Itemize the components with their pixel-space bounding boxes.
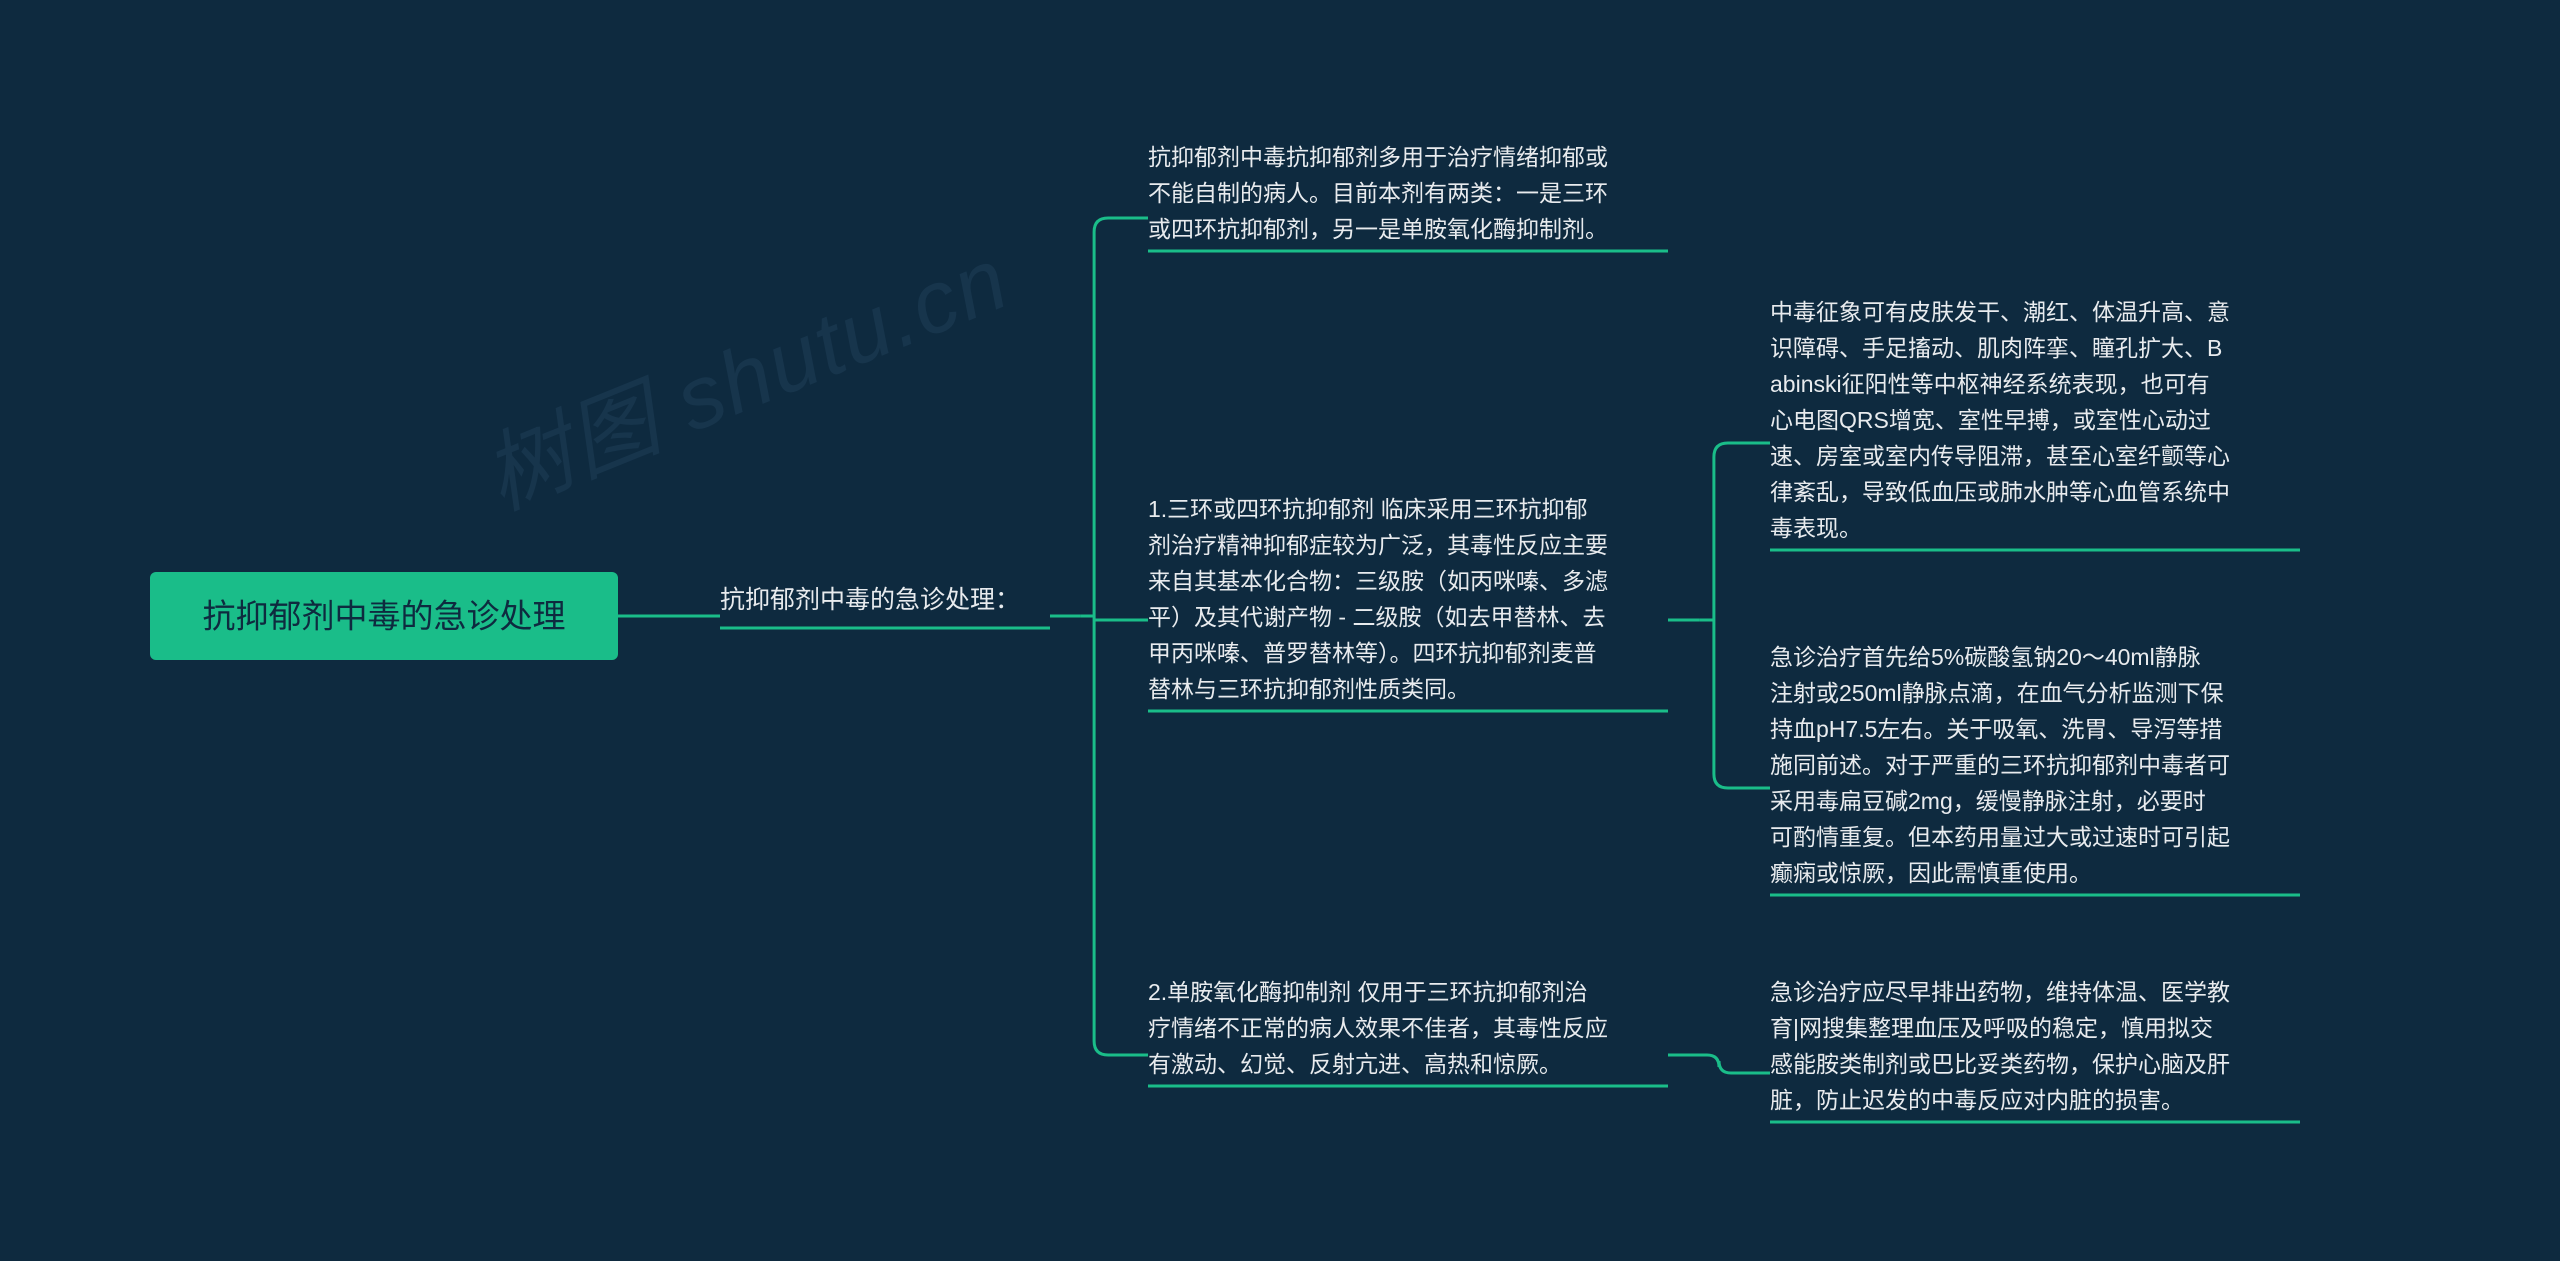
level2-node-intro-line: 抗抑郁剂中毒抗抑郁剂多用于治疗情绪抑郁或 xyxy=(1148,144,1608,170)
level3-node-symptoms-line: 毒表现。 xyxy=(1770,515,1862,541)
level2-node-intro-line: 不能自制的病人。目前本剂有两类：一是三环 xyxy=(1148,180,1608,206)
level3-node-treatment-maoi-line: 脏，防止迟发的中毒反应对内脏的损害。 xyxy=(1770,1087,2184,1113)
level3-node-treatment-tca-line: 注射或250ml静脉点滴，在血气分析监测下保 xyxy=(1770,680,2224,706)
level2-node-tricyclic-line: 来自其基本化合物：三级胺（如丙咪嗪、多滤 xyxy=(1148,568,1608,594)
level3-node-treatment-tca-line: 持血pH7.5左右。关于吸氧、洗胃、导泻等措 xyxy=(1770,716,2222,742)
level2-node-intro-line: 或四环抗抑郁剂，另一是单胺氧化酶抑制剂。 xyxy=(1148,216,1608,242)
level3-node-symptoms-line: 识障碍、手足搐动、肌肉阵挛、瞳孔扩大、B xyxy=(1770,335,2222,361)
level2-node-tricyclic-line: 替林与三环抗抑郁剂性质类同。 xyxy=(1148,676,1470,702)
level2-node-intro-text: 抗抑郁剂中毒抗抑郁剂多用于治疗情绪抑郁或不能自制的病人。目前本剂有两类：一是三环… xyxy=(1148,144,1608,242)
level3-node-treatment-tca-line: 施同前述。对于严重的三环抗抑郁剂中毒者可 xyxy=(1770,752,2230,778)
level2-node-maoi-line: 疗情绪不正常的病人效果不佳者，其毒性反应 xyxy=(1148,1015,1608,1041)
level3-node-treatment-tca-line: 癫痫或惊厥，因此需慎重使用。 xyxy=(1770,860,2092,886)
level2-node-tricyclic-line: 甲丙咪嗪、普罗替林等）。四环抗抑郁剂麦普 xyxy=(1148,640,1597,666)
level2-node-maoi-text: 2.单胺氧化酶抑制剂 仅用于三环抗抑郁剂治疗情绪不正常的病人效果不佳者，其毒性反… xyxy=(1148,979,1608,1077)
mindmap-canvas: 树图 shutu.cn抗抑郁剂中毒的急诊处理抗抑郁剂中毒的急诊处理：抗抑郁剂中毒… xyxy=(0,0,2560,1261)
level3-node-symptoms-line: 速、房室或室内传导阻滞，甚至心室纤颤等心 xyxy=(1770,443,2230,469)
level3-node-symptoms-line: 律紊乱，导致低血压或肺水肿等心血管系统中 xyxy=(1770,479,2230,505)
level3-node-symptoms-line: abinski征阳性等中枢神经系统表现，也可有 xyxy=(1770,371,2210,397)
level1-node-label: 抗抑郁剂中毒的急诊处理： xyxy=(720,586,1020,614)
level3-node-treatment-tca-line: 采用毒扁豆碱2mg，缓慢静脉注射，必要时 xyxy=(1770,788,2206,814)
level3-node-treatment-tca-text: 急诊治疗首先给5%碳酸氢钠20～40ml静脉注射或250ml静脉点滴，在血气分析… xyxy=(1770,644,2230,886)
level3-node-treatment-maoi-line: 感能胺类制剂或巴比妥类药物，保护心脑及肝 xyxy=(1770,1051,2230,1077)
level3-node-treatment-tca-line: 急诊治疗首先给5%碳酸氢钠20～40ml静脉 xyxy=(1770,644,2201,670)
level2-node-maoi-line: 2.单胺氧化酶抑制剂 仅用于三环抗抑郁剂治 xyxy=(1148,979,1588,1005)
level2-node-maoi-line: 有激动、幻觉、反射亢进、高热和惊厥。 xyxy=(1148,1051,1562,1077)
level3-node-treatment-maoi-line: 急诊治疗应尽早排出药物，维持体温、医学教 xyxy=(1770,979,2230,1005)
level2-node-tricyclic-line: 1.三环或四环抗抑郁剂 临床采用三环抗抑郁 xyxy=(1148,496,1588,522)
level3-node-treatment-maoi-line: 育|网搜集整理血压及呼吸的稳定，慎用拟交 xyxy=(1770,1015,2213,1041)
level3-node-symptoms-line: 中毒征象可有皮肤发干、潮红、体温升高、意 xyxy=(1770,299,2230,325)
level2-node-tricyclic-line: 剂治疗精神抑郁症较为广泛，其毒性反应主要 xyxy=(1148,532,1608,558)
level2-node-tricyclic-line: 平）及其代谢产物 - 二级胺（如去甲替林、去 xyxy=(1148,604,1605,630)
root-node-label: 抗抑郁剂中毒的急诊处理 xyxy=(203,598,566,635)
level3-node-symptoms-text: 中毒征象可有皮肤发干、潮红、体温升高、意识障碍、手足搐动、肌肉阵挛、瞳孔扩大、B… xyxy=(1770,299,2230,541)
level2-node-intro[interactable]: 抗抑郁剂中毒抗抑郁剂多用于治疗情绪抑郁或不能自制的病人。目前本剂有两类：一是三环… xyxy=(1148,144,1668,251)
root-node[interactable]: 抗抑郁剂中毒的急诊处理 xyxy=(150,572,618,660)
level3-node-symptoms-line: 心电图QRS增宽、室性早搏，或室性心动过 xyxy=(1770,407,2211,433)
level3-node-treatment-tca-line: 可酌情重复。但本药用量过大或过速时可引起 xyxy=(1770,824,2230,850)
